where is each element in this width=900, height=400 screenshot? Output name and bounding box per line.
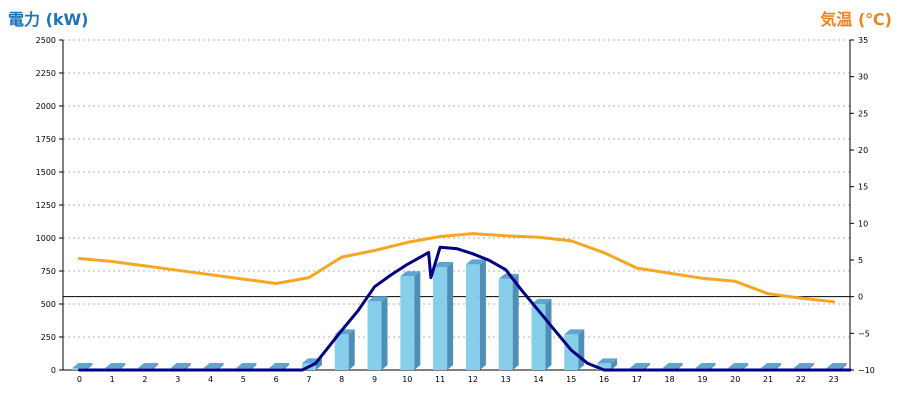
x-tick-label: 16	[599, 375, 609, 384]
bar	[367, 296, 388, 370]
bar	[465, 259, 486, 370]
x-tick-label: 7	[306, 375, 311, 384]
x-tick-label: 20	[730, 375, 740, 384]
y-right-tick-label: 30	[858, 73, 868, 82]
x-tick-label: 15	[566, 375, 576, 384]
y-left-tick-label: 2500	[36, 36, 56, 45]
power-line	[77, 245, 852, 372]
bar	[433, 262, 454, 370]
bar	[400, 271, 421, 370]
y-left-tick-label: 1250	[36, 201, 56, 210]
x-tick-label: 0	[77, 375, 82, 384]
y-axis-left-title: 電力 (kW)	[8, 10, 89, 29]
y-right-tick-label: 20	[858, 146, 868, 155]
y-right-tick-label: 10	[858, 219, 868, 228]
y-left-tick-label: 750	[41, 267, 56, 276]
x-tick-label: 18	[665, 375, 675, 384]
bar	[531, 299, 552, 370]
y-left-tick-label: 0	[51, 366, 56, 375]
x-tick-label: 9	[372, 375, 377, 384]
x-tick-label: 11	[435, 375, 445, 384]
y-left-tick-label: 2000	[36, 102, 56, 111]
y-right-tick-label: 35	[858, 36, 868, 45]
y-left-tick-label: 500	[41, 300, 56, 309]
x-tick-label: 6	[274, 375, 279, 384]
x-tick-label: 17	[632, 375, 642, 384]
x-tick-label: 2	[142, 375, 147, 384]
x-tick-label: 3	[175, 375, 180, 384]
x-tick-label: 10	[402, 375, 412, 384]
bar	[597, 358, 618, 370]
x-tick-label: 5	[241, 375, 246, 384]
x-tick-label: 4	[208, 375, 213, 384]
x-tick-label: 14	[533, 375, 543, 384]
x-tick-label: 1	[110, 375, 115, 384]
y-right-tick-label: 5	[858, 256, 863, 265]
bar	[564, 329, 585, 370]
x-tick-label: 19	[697, 375, 707, 384]
x-tick-label: 12	[468, 375, 478, 384]
temperature-line	[77, 232, 836, 304]
y-right-tick-label: 25	[858, 109, 868, 118]
x-tick-label: 21	[763, 375, 773, 384]
x-tick-label: 13	[501, 375, 511, 384]
y-left-tick-label: 1750	[36, 135, 56, 144]
y-right-tick-label: 15	[858, 183, 868, 192]
x-tick-label: 23	[829, 375, 839, 384]
y-axis-right-title: 気温 (℃)	[820, 10, 892, 29]
x-tick-label: 22	[796, 375, 806, 384]
x-tick-label: 8	[339, 375, 344, 384]
bar	[498, 273, 519, 370]
y-right-tick-label: −10	[858, 366, 875, 375]
y-right-tick-label: −5	[858, 329, 870, 338]
y-left-tick-label: 250	[41, 333, 56, 342]
y-left-tick-label: 1500	[36, 168, 56, 177]
y-left-tick-label: 1000	[36, 234, 56, 243]
bar	[334, 329, 355, 370]
y-left-tick-label: 2250	[36, 69, 56, 78]
y-right-tick-label: 0	[858, 293, 863, 302]
